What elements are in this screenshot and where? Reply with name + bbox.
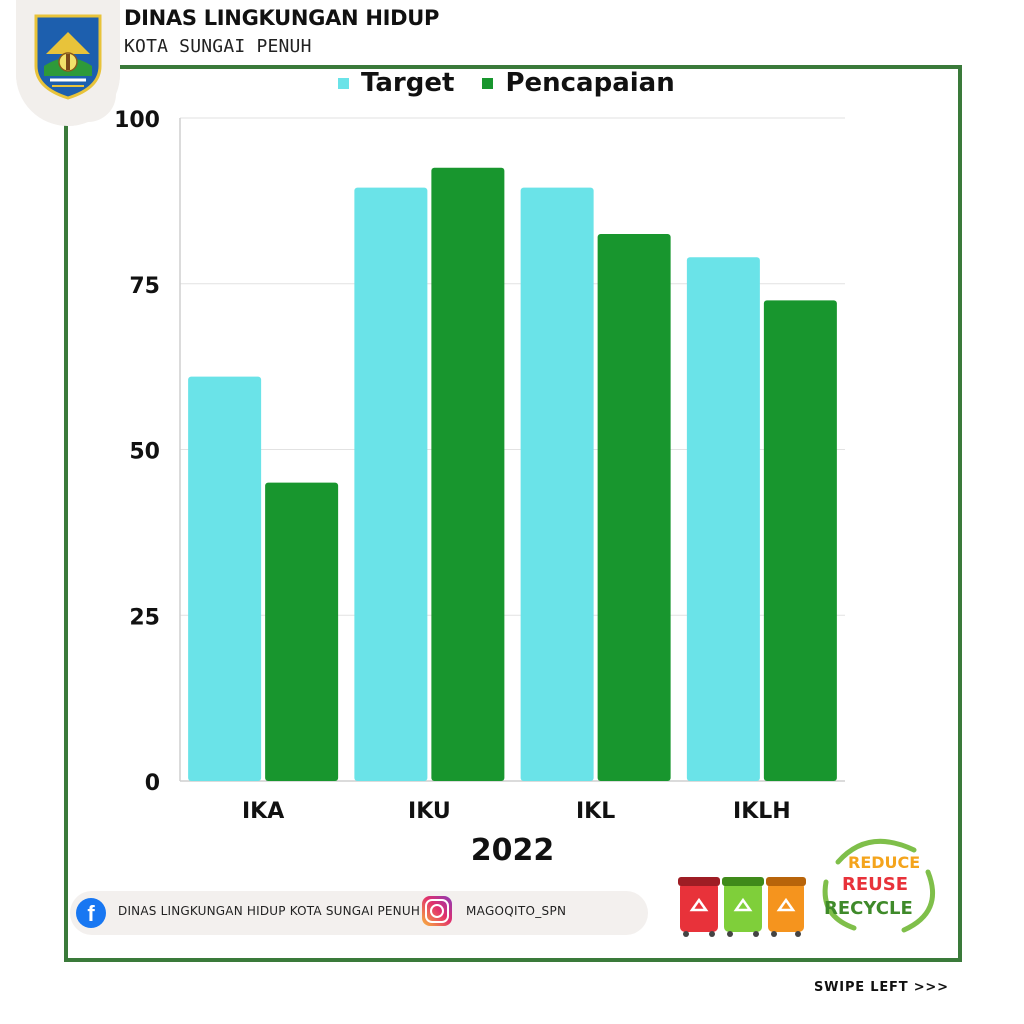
- legend-item-pencapaian: Pencapaian: [482, 68, 675, 98]
- recycle-bins-illustration: [678, 877, 806, 937]
- city-emblem-logo-front: [34, 14, 102, 100]
- bar-target-ika: [188, 376, 262, 781]
- swipe-left-hint: SWIPE LEFT >>>: [814, 980, 949, 995]
- orange-bin-icon: [766, 877, 806, 937]
- x-tick-label-iku: IKU: [408, 799, 451, 824]
- header-title: DINAS LINGKUNGAN HIDUP: [124, 6, 440, 30]
- instagram-icon: [422, 896, 452, 926]
- facebook-page-name: DINAS LINGKUNGAN HIDUP KOTA SUNGAI PENUH: [118, 904, 421, 918]
- bar-target-ikl: [520, 187, 594, 782]
- legend-swatch-pencapaian: [482, 77, 494, 89]
- legend-item-target: Target: [338, 68, 454, 98]
- y-tick-label-75: 75: [129, 274, 160, 299]
- bar-target-iklh: [686, 257, 760, 782]
- bar-target-iku: [354, 187, 428, 782]
- instagram-handle: MAGOQITO_SPN: [466, 904, 567, 918]
- y-tick-label-50: 50: [129, 440, 160, 465]
- legend-label-target: Target: [361, 68, 455, 98]
- facebook-icon: f: [76, 898, 106, 928]
- x-tick-label-ika: IKA: [242, 799, 284, 824]
- reduce-reuse-recycle-badge: REDUCE REUSE RECYCLE: [822, 838, 935, 933]
- x-tick-label-iklh: IKLH: [733, 799, 791, 824]
- bar-pencapaian-ikl: [597, 234, 671, 781]
- x-tick-label-ikl: IKL: [576, 799, 615, 824]
- footer-social-bar: [70, 891, 648, 935]
- bar-pencapaian-ika: [265, 482, 339, 781]
- legend-label-pencapaian: Pencapaian: [505, 68, 675, 98]
- y-tick-label-25: 25: [129, 605, 160, 630]
- badge-word-reduce: REDUCE: [848, 853, 920, 872]
- y-tick-label-100: 100: [114, 108, 160, 133]
- legend-swatch-target: [338, 77, 349, 89]
- red-bin-icon: [678, 877, 720, 937]
- bar-pencapaian-iklh: [763, 300, 837, 781]
- x-axis-title: 2022: [471, 833, 555, 868]
- badge-word-reuse: REUSE: [842, 874, 908, 895]
- green-bin-icon: [722, 877, 764, 937]
- y-tick-label-0: 0: [145, 771, 160, 796]
- badge-word-recycle: RECYCLE: [824, 898, 913, 919]
- header-subtitle: KOTA SUNGAI PENUH: [124, 36, 312, 57]
- chart-frame: [64, 65, 962, 962]
- bar-pencapaian-iku: [431, 167, 505, 782]
- chart-legend: Target Pencapaian: [338, 66, 703, 100]
